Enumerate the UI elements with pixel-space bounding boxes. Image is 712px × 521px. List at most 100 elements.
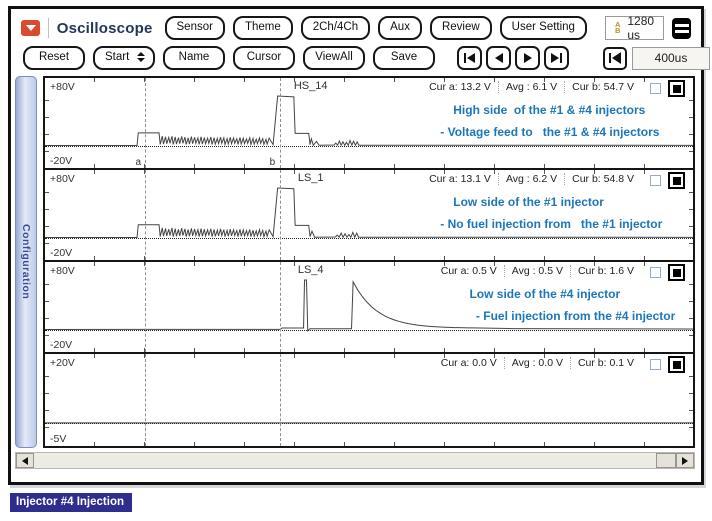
channel-checkbox[interactable] <box>650 267 661 278</box>
channel-select-button[interactable] <box>668 356 685 373</box>
channel-select-button[interactable] <box>668 172 685 189</box>
chevron-down-icon[interactable] <box>21 20 40 36</box>
annotation-line2: - Voltage feed to the #1 & #4 injectors <box>440 125 660 139</box>
channel-select-button[interactable] <box>668 80 685 97</box>
channel-3: +80V -20V LS_4 Cur a: 0.5 V Avg : 0.5 V Cu… <box>45 262 693 354</box>
review-button[interactable]: Review <box>429 16 492 40</box>
range-max-label: +80V <box>50 173 75 185</box>
range-max-label: +80V <box>50 265 75 277</box>
zero-volt-line <box>45 329 693 331</box>
ruler-ticks <box>45 360 49 432</box>
sensor-button[interactable]: Sensor <box>164 16 225 40</box>
annotation-line2: - No fuel injection from the #1 injector <box>440 217 663 231</box>
timebase-value: 400us <box>632 46 710 70</box>
range-min-label: -20V <box>50 339 73 351</box>
skip-end-icon[interactable] <box>544 46 569 70</box>
status-caption: Injector #4 Injection <box>10 493 132 512</box>
oscilloscope-window: Oscilloscope Sensor Theme 2Ch/4Ch Aux Re… <box>8 6 710 485</box>
user-setting-button[interactable]: User Setting <box>499 16 587 40</box>
zero-volt-line <box>45 423 693 424</box>
waveform-hs14 <box>45 78 693 168</box>
zero-volt-line <box>45 145 693 147</box>
aux-button[interactable]: Aux <box>378 16 422 40</box>
range-max-label: +20V <box>50 357 75 369</box>
ab-time-value: 1280 us <box>627 14 655 42</box>
scrollbar-thumb[interactable] <box>656 453 676 468</box>
ruler-ticks <box>45 268 49 338</box>
ruler-ticks <box>45 78 693 82</box>
step-forward-icon[interactable] <box>515 46 540 70</box>
save-button[interactable]: Save <box>373 46 435 70</box>
main-area: Configuration +80V -20V HS_14 Cur a: 13.… <box>11 76 701 448</box>
page-title: Oscilloscope <box>56 19 153 37</box>
ruler-ticks <box>45 256 693 260</box>
cursor-button[interactable]: Cursor <box>233 46 295 70</box>
cursor-a-line[interactable] <box>145 78 147 168</box>
viewall-button[interactable]: ViewAll <box>303 46 365 70</box>
cursor-b-line[interactable] <box>279 262 281 352</box>
step-left-icon[interactable] <box>603 46 627 70</box>
divider <box>48 18 49 38</box>
scrollbar-track[interactable] <box>34 453 656 468</box>
ruler-ticks <box>45 354 693 358</box>
channel-name: HS_14 <box>293 80 328 92</box>
ruler-ticks <box>45 348 693 352</box>
cursor-b-label: b <box>269 157 276 168</box>
waveform-ls4 <box>45 262 693 352</box>
theme-button[interactable]: Theme <box>232 16 293 40</box>
cursor-a-line[interactable] <box>145 170 147 260</box>
skip-start-icon[interactable] <box>457 46 482 70</box>
waveform-ch4 <box>45 354 693 446</box>
ruler-ticks <box>689 268 693 338</box>
channel-4: +20V -5V Cur a: 0.0 V Avg : 0.0 V Cur b: 0… <box>45 354 693 446</box>
ruler-ticks <box>45 176 49 246</box>
waveform-ls1 <box>45 170 693 260</box>
cursor-b-line[interactable] <box>279 354 281 446</box>
channel-checkbox[interactable] <box>650 359 661 370</box>
annotation-line1: High side of the #1 & #4 injectors <box>453 103 646 117</box>
scroll-right-icon[interactable] <box>676 453 694 468</box>
screen-icon[interactable] <box>672 17 692 39</box>
zero-volt-line <box>45 237 693 239</box>
measurement-values: Cur a: 13.1 V Avg : 6.2 V Cur b: 54.8 V <box>422 173 641 185</box>
configuration-tab[interactable]: Configuration <box>15 76 37 448</box>
ruler-ticks <box>689 84 693 154</box>
channel-mode-button[interactable]: 2Ch/4Ch <box>300 16 371 40</box>
title-bar: Oscilloscope Sensor Theme 2Ch/4Ch Aux Re… <box>11 9 701 42</box>
step-back-icon[interactable] <box>486 46 511 70</box>
channel-name: LS_4 <box>297 264 324 276</box>
horizontal-scrollbar[interactable] <box>15 452 695 469</box>
measurement-values: Cur a: 0.0 V Avg : 0.0 V Cur b: 0.1 V <box>434 357 641 369</box>
channel-1: +80V -20V HS_14 Cur a: 13.2 V Avg : 6.1 V… <box>45 78 693 170</box>
timebase-selector: 400us <box>603 46 712 70</box>
channel-checkbox[interactable] <box>650 175 661 186</box>
range-min-label: -20V <box>50 247 73 259</box>
cursor-b-line[interactable] <box>279 78 281 168</box>
range-min-label: -5V <box>50 433 67 445</box>
ruler-ticks <box>45 84 49 154</box>
up-down-spinner-icon <box>137 52 146 63</box>
cursor-a-line[interactable] <box>145 354 147 446</box>
reset-button[interactable]: Reset <box>23 46 85 70</box>
cursor-a-label: a <box>135 157 141 168</box>
name-button[interactable]: Name <box>163 46 225 70</box>
range-max-label: +80V <box>50 81 75 93</box>
channel-checkbox[interactable] <box>650 83 661 94</box>
cursor-b-line[interactable] <box>279 170 281 260</box>
cursor-a-line[interactable] <box>145 262 147 352</box>
measurement-values: Cur a: 13.2 V Avg : 6.1 V Cur b: 54.7 V <box>422 81 641 93</box>
ruler-ticks <box>45 442 693 446</box>
channel-select-button[interactable] <box>668 264 685 281</box>
annotation-line1: Low side of the #1 injector <box>453 195 604 209</box>
measurement-values: Cur a: 0.5 V Avg : 0.5 V Cur b: 1.6 V <box>434 265 641 277</box>
ruler-ticks <box>689 360 693 432</box>
annotation-line2: - Fuel injection from the #4 injector <box>475 309 676 323</box>
scroll-left-icon[interactable] <box>16 453 34 468</box>
scope-area: +80V -20V HS_14 Cur a: 13.2 V Avg : 6.1 V… <box>43 76 695 448</box>
configuration-tab-label: Configuration <box>20 224 32 300</box>
start-button[interactable]: Start <box>93 46 155 70</box>
toolbar: Reset Start Name Cursor ViewAll Save 400… <box>11 42 710 76</box>
